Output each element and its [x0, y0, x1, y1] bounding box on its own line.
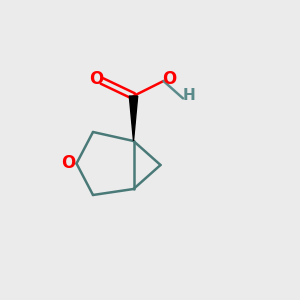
Text: O: O	[61, 154, 75, 172]
Text: H: H	[183, 88, 195, 104]
Text: O: O	[162, 70, 176, 88]
Text: O: O	[89, 70, 103, 88]
Polygon shape	[129, 96, 138, 141]
